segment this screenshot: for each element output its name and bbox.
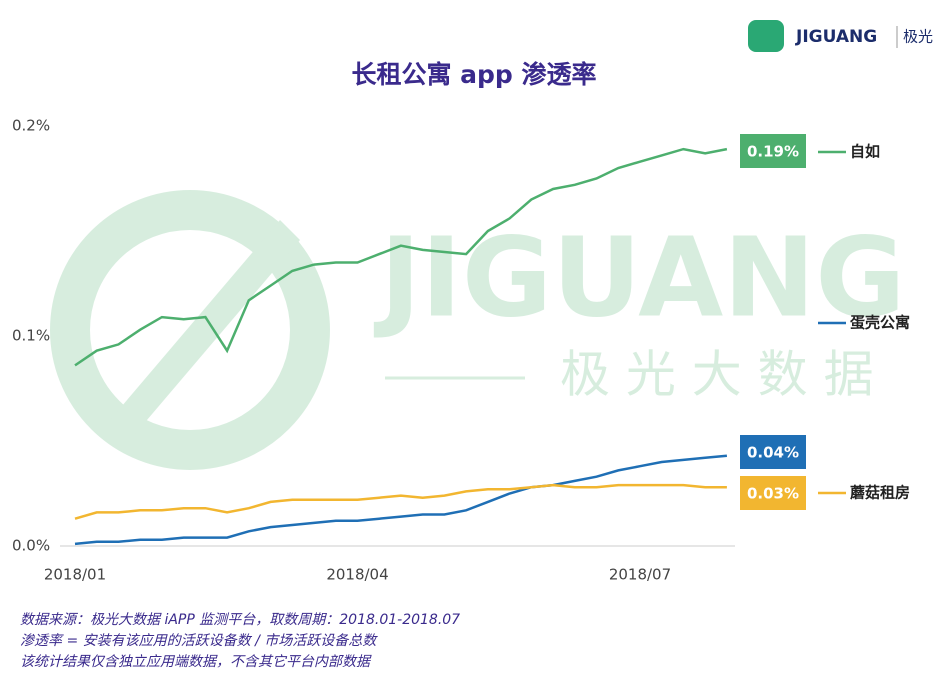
footnote: 数据来源：极光大数据 iAPP 监测平台，取数周期：2018.01-2018.0… — [20, 612, 460, 628]
legend-label: 蛋壳公寓 — [850, 314, 910, 332]
watermark-ring — [50, 190, 330, 470]
footnote: 渗透率 = 安装有该应用的活跃设备数 / 市场活跃设备总数 — [20, 633, 378, 649]
series-line — [74, 454, 728, 546]
value-badge — [740, 476, 806, 510]
watermark-cn: 极 光 大 数 据 — [560, 346, 874, 404]
legend-label: 自如 — [850, 143, 880, 161]
value-label: 0.04% — [747, 444, 799, 462]
watermark-slash — [110, 220, 300, 440]
logo-brand: JIGUANG — [795, 27, 877, 47]
logo-icon — [748, 20, 784, 52]
x-tick-label: 2018/07 — [609, 566, 671, 584]
logo-cn: 极光 — [903, 28, 933, 46]
value-label: 0.19% — [747, 143, 799, 161]
y-tick-label: 0.0% — [12, 537, 50, 555]
series-line — [74, 147, 728, 367]
watermark: JIGUANG 极 光 大 数 据 — [50, 190, 906, 470]
x-tick-label: 2018/04 — [326, 566, 388, 584]
value-badge — [740, 134, 806, 168]
footnote: 该统计结果仅含独立应用端数据，不含其它平台内部数据 — [20, 654, 372, 670]
y-tick-label: 0.2% — [12, 117, 50, 135]
x-tick-label: 2018/01 — [44, 566, 106, 584]
value-label: 0.03% — [747, 485, 799, 503]
watermark-brand: JIGUANG — [373, 213, 906, 341]
legend-label: 蘑菇租房 — [850, 484, 910, 502]
series-line — [74, 483, 727, 520]
chart-title: 长租公寓 app 渗透率 — [351, 60, 596, 89]
y-tick-label: 0.1% — [12, 327, 50, 345]
value-badge — [740, 435, 806, 469]
logo: JIGUANG 极光 — [748, 20, 933, 52]
